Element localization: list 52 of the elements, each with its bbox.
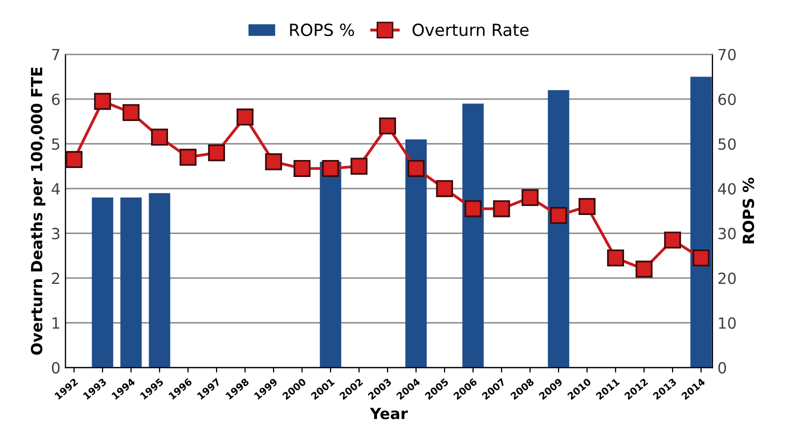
y-tick-label: 1 (52, 318, 60, 329)
point (122, 104, 140, 122)
point (379, 117, 396, 134)
point (664, 232, 682, 249)
legend-label: Overturn Rate (412, 24, 529, 36)
bar (462, 104, 484, 368)
point (522, 189, 539, 206)
y-tick-label: 5 (52, 138, 60, 150)
point (408, 160, 425, 177)
point (464, 200, 482, 218)
y2-tick-label: 10 (719, 317, 736, 329)
y-tick-label: 6 (52, 94, 60, 106)
bar (548, 90, 570, 368)
x-axis-title: Year (370, 408, 408, 420)
y-axis-title: Overturn Deaths per 100,000 FTE (30, 68, 46, 355)
y2-axis-title: ROPS % (742, 178, 754, 244)
bar (120, 198, 142, 368)
point (236, 108, 254, 126)
point (265, 153, 282, 170)
y2-tick-label: 70 (718, 48, 736, 60)
bar (320, 162, 342, 368)
y2-tick-label: 50 (718, 138, 736, 150)
legend-label: ROPS % (290, 24, 354, 36)
point (322, 160, 340, 177)
point (180, 148, 197, 166)
point (294, 160, 311, 177)
bar (92, 198, 114, 368)
point (607, 249, 624, 266)
point (636, 260, 653, 278)
point (151, 128, 168, 146)
y2-tick-label: 20 (718, 272, 736, 284)
point (66, 151, 83, 168)
point (578, 198, 596, 215)
y-tick-label: 2 (52, 272, 60, 284)
bar (405, 139, 427, 368)
point (436, 180, 454, 198)
y-tick-label: 7 (52, 49, 60, 60)
y2-tick-label: 0 (718, 362, 726, 374)
y-tick-label: 3 (52, 228, 60, 240)
point (350, 158, 368, 175)
y2-tick-label: 60 (718, 94, 736, 106)
point (94, 92, 112, 110)
bar (148, 193, 170, 368)
y2-tick-label: 30 (718, 228, 736, 240)
y2-tick-label: 40 (718, 183, 736, 195)
point (692, 249, 710, 266)
point (493, 200, 510, 218)
point (550, 206, 568, 224)
y-tick-label: 0 (52, 362, 60, 374)
y-tick-label: 4 (52, 183, 60, 194)
bar (690, 76, 712, 368)
point (208, 144, 226, 162)
